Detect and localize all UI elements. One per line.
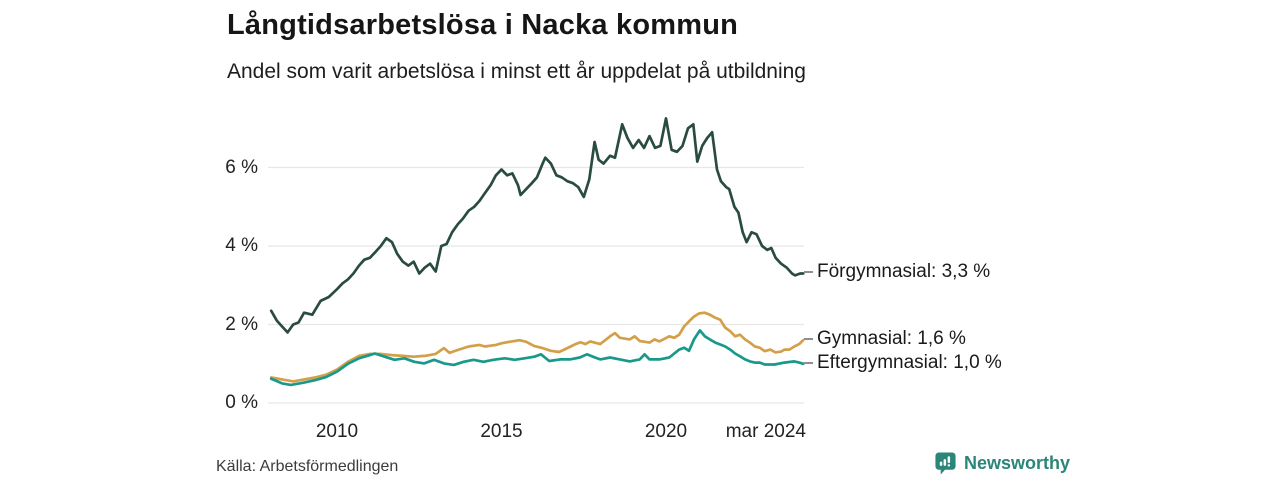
page-title: Långtidsarbetslösa i Nacka kommun (227, 9, 739, 41)
speech-bubble-bar-chart-icon (935, 452, 956, 475)
series-lines (269, 117, 805, 387)
series-line-förgymnasial (269, 117, 805, 334)
series-label-gymnasial: Gymnasial: 1,6 % (804, 328, 966, 350)
series-label-förgymnasial: Förgymnasial: 3,3 % (804, 261, 990, 283)
series-line-gymnasial (269, 311, 805, 383)
label-connector-dash (804, 271, 813, 274)
label-connector-dash (804, 361, 813, 364)
x-tick-label: 2010 (315, 421, 359, 442)
brand-name: Newsworthy (964, 452, 1071, 473)
y-tick-label: 0 % (225, 392, 258, 413)
gridlines (268, 166, 804, 404)
x-tick-label: 2015 (480, 421, 523, 442)
brand-logo: Newsworthy (934, 451, 1070, 475)
series-label-eftergymnasial: Eftergymnasial: 1,0 % (804, 352, 1002, 374)
series-label-text: Gymnasial: 1,6 % (817, 328, 966, 350)
chart-subtitle: Andel som varit arbetslösa i minst ett å… (227, 60, 806, 83)
y-tick-label: 4 % (225, 235, 258, 256)
y-tick-label: 2 % (225, 313, 258, 335)
y-tick-label: 6 % (225, 156, 258, 178)
label-connector-dash (804, 338, 813, 341)
series-label-text: Förgymnasial: 3,3 % (817, 261, 991, 283)
source-note: Källa: Arbetsförmedlingen (216, 458, 399, 475)
x-tick-label: 2020 (644, 421, 688, 442)
x-tick-label: mar 2024 (725, 421, 806, 442)
series-line-eftergymnasial (269, 329, 805, 387)
series-label-text: Eftergymnasial: 1,0 % (817, 351, 1002, 373)
